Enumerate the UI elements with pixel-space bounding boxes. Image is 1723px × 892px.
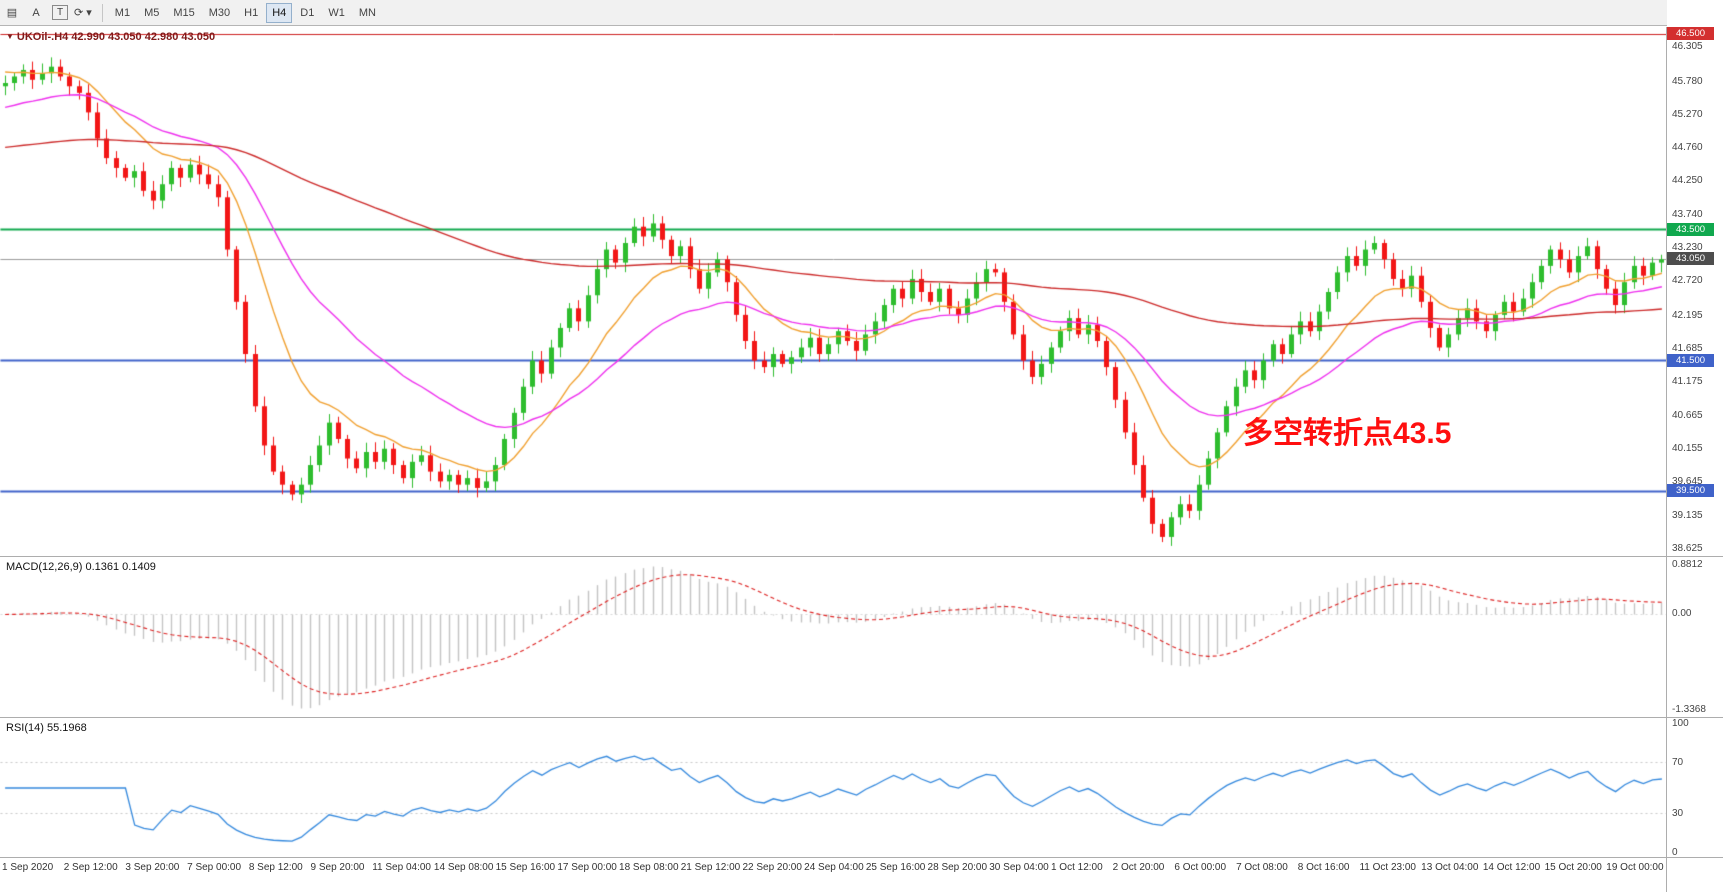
axis-label: 42.720	[1672, 275, 1703, 287]
axis-label: 44.250	[1672, 175, 1703, 187]
timeframe-button-h4[interactable]: H4	[266, 2, 293, 23]
toolbar-icon-group: ▤ A T ⟳ ▾	[0, 0, 97, 25]
panel-separator	[0, 857, 1723, 858]
axis-label: 43.740	[1672, 208, 1703, 220]
time-axis-label: 21 Sep 12:00	[680, 862, 741, 873]
price-axis: 46.305 45.780 45.270 44.760 44.250 43.740 43.2…	[1667, 0, 1723, 892]
axis-label: 44.760	[1672, 142, 1703, 154]
time-axis-label: 28 Sep 20:00	[927, 862, 988, 873]
chart-annotation-text[interactable]: 多空转折点43.5	[1243, 417, 1452, 450]
timeframe-button-m5[interactable]: M5	[144, 6, 160, 19]
time-axis-label: 14 Oct 12:00	[1482, 862, 1541, 873]
time-axis-label: 7 Oct 08:00	[1236, 862, 1288, 873]
time-axis-label: 19 Oct 00:00	[1606, 862, 1664, 873]
axis-label: 0	[1672, 847, 1678, 858]
axis-label: 39.645	[1672, 476, 1703, 488]
axis-label: 41.685	[1672, 342, 1703, 354]
chart-title-text: UKOil-.H4 42.990 43.050 42.980 43.050	[16, 31, 216, 43]
axis-label: 100	[1672, 718, 1689, 729]
time-axis-label: 8 Oct 16:00	[1297, 862, 1350, 873]
symbol-marker-icon: ▼	[6, 32, 14, 41]
timeframe-button-d1[interactable]: D1	[300, 6, 315, 19]
axis-label: 43.230	[1672, 242, 1703, 254]
chart-title: ▼ UKOil-.H4 42.990 43.050 42.980 43.050	[6, 31, 215, 43]
axis-separator	[1666, 27, 1667, 892]
time-axis-label: 1 Oct 12:00	[1050, 862, 1103, 873]
time-axis-label: 8 Sep 12:00	[248, 862, 303, 873]
timeframe-button-m30[interactable]: M30	[208, 6, 231, 19]
axis-label: 70	[1672, 756, 1684, 768]
time-axis-label: 15 Oct 20:00	[1544, 862, 1602, 873]
chart-window-icon[interactable]: ▤	[6, 7, 18, 19]
time-axis-label: 30 Sep 04:00	[989, 862, 1049, 873]
toolbar-separator	[101, 3, 103, 22]
time-axis-label: 2 Oct 20:00	[1112, 862, 1165, 873]
timeframe-button-m1[interactable]: M1	[114, 6, 131, 19]
panel-separator	[0, 556, 1723, 557]
price-badge: 43.500	[1667, 222, 1714, 236]
axis-label: 40.665	[1672, 409, 1703, 421]
time-axis: 1 Sep 2020 2 Sep 12:00 3 Sep 20:00 7 Sep 00…	[0, 858, 1666, 892]
timeframe-button-mn[interactable]: MN	[358, 6, 376, 19]
axis-label: 0.8812	[1672, 559, 1703, 570]
toolbar: ▤ A T ⟳ ▾ M1 M5 M15 M30 H1 H4 D1 W1 MN	[0, 0, 1723, 26]
rsi-label: RSI(14) 55.1968	[6, 722, 87, 734]
time-axis-label: 13 Oct 04:00	[1421, 862, 1479, 873]
axis-label: 46.305	[1672, 41, 1703, 53]
time-axis-label: 15 Sep 16:00	[495, 862, 556, 873]
text-tool-icon[interactable]: T	[52, 5, 68, 20]
axis-label: 45.780	[1672, 75, 1703, 87]
price-chart-canvas[interactable]	[0, 27, 1666, 556]
panel-separator	[0, 717, 1723, 718]
rsi-indicator-canvas[interactable]	[0, 718, 1666, 857]
timeframe-toolbar: M1 M5 M15 M30 H1 H4 D1 W1 MN	[108, 0, 383, 25]
time-axis-label: 1 Sep 2020	[2, 862, 54, 873]
axis-label: -1.3368	[1672, 704, 1706, 715]
axis-label: 45.270	[1672, 108, 1703, 120]
time-axis-label: 11 Sep 04:00	[372, 862, 431, 873]
time-axis-label: 25 Sep 16:00	[865, 862, 926, 873]
timeframe-button-w1[interactable]: W1	[328, 6, 345, 19]
axis-label: 38.625	[1672, 542, 1703, 554]
cursor-arrow-icon[interactable]: A	[32, 6, 40, 19]
price-badge: 46.500	[1667, 27, 1714, 41]
timeframe-button-h1[interactable]: H1	[244, 6, 259, 19]
price-badge: 39.500	[1667, 484, 1714, 498]
axis-label: 0.00	[1672, 608, 1692, 619]
price-badge: 43.050	[1667, 252, 1714, 266]
macd-label: MACD(12,26,9) 0.1361 0.1409	[6, 561, 156, 573]
axis-label: 41.175	[1672, 376, 1703, 388]
time-axis-label: 7 Sep 00:00	[187, 862, 242, 873]
time-axis-label: 22 Sep 20:00	[742, 862, 802, 873]
time-axis-label: 17 Sep 00:00	[557, 862, 617, 873]
time-axis-label: 9 Sep 20:00	[310, 862, 365, 873]
axis-label: 30	[1672, 808, 1684, 820]
axis-label: 40.155	[1672, 442, 1703, 454]
price-badge: 41.500	[1667, 353, 1714, 367]
timeframe-button-m15[interactable]: M15	[173, 6, 195, 19]
time-axis-label: 2 Sep 12:00	[63, 862, 118, 873]
time-axis-label: 18 Sep 08:00	[619, 862, 679, 873]
axis-label: 42.195	[1672, 309, 1703, 321]
time-axis-label: 24 Sep 04:00	[804, 862, 864, 873]
macd-indicator-canvas[interactable]	[0, 557, 1666, 717]
time-axis-label: 11 Oct 23:00	[1359, 862, 1416, 873]
axis-label: 39.135	[1672, 509, 1703, 521]
time-axis-label: 3 Sep 20:00	[125, 862, 180, 873]
time-axis-label: 6 Oct 00:00	[1174, 862, 1227, 873]
time-axis-label: 14 Sep 08:00	[433, 862, 494, 873]
cycle-symbols-icon[interactable]: ⟳ ▾	[74, 7, 92, 19]
